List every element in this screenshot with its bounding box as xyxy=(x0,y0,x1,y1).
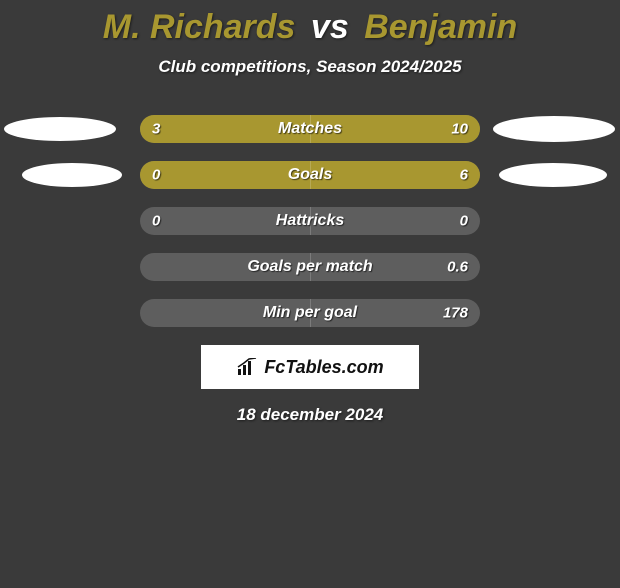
stat-bar: 178 Min per goal xyxy=(140,299,480,327)
stat-label: Goals per match xyxy=(247,258,372,276)
stat-row: 3 10 Matches xyxy=(0,115,620,143)
vs-text: vs xyxy=(311,8,349,46)
player1-marker xyxy=(4,117,116,141)
stats-container: 3 10 Matches 0 6 Goals 0 0 Hattricks 0.6 Goals per… xyxy=(0,115,620,327)
player2-name: Benjamin xyxy=(364,8,517,46)
subtitle: Club competitions, Season 2024/2025 xyxy=(0,57,620,77)
date-line: 18 december 2024 xyxy=(0,405,620,425)
player2-marker xyxy=(499,163,607,187)
value-right: 0.6 xyxy=(447,259,468,276)
value-right: 6 xyxy=(460,167,468,184)
stat-label: Min per goal xyxy=(263,304,357,322)
stat-bar: 0.6 Goals per match xyxy=(140,253,480,281)
stat-row: 0 6 Goals xyxy=(0,161,620,189)
bar-fill-left xyxy=(140,161,201,189)
stat-label: Goals xyxy=(288,166,332,184)
stat-row: 0 0 Hattricks xyxy=(0,207,620,235)
value-right: 10 xyxy=(451,121,468,138)
value-right: 178 xyxy=(443,305,468,322)
value-right: 0 xyxy=(460,213,468,230)
stat-row: 178 Min per goal xyxy=(0,299,620,327)
player1-name: M. Richards xyxy=(103,8,296,46)
brand-text: FcTables.com xyxy=(264,357,383,378)
brand-box[interactable]: FcTables.com xyxy=(201,345,419,389)
value-left: 0 xyxy=(152,167,160,184)
bar-fill-left xyxy=(140,115,208,143)
value-left: 3 xyxy=(152,121,160,138)
bar-fill-right xyxy=(201,161,480,189)
stat-label: Matches xyxy=(278,120,342,138)
stat-label: Hattricks xyxy=(276,212,344,230)
stat-row: 0.6 Goals per match xyxy=(0,253,620,281)
page-title: M. Richards vs Benjamin xyxy=(0,8,620,47)
value-left: 0 xyxy=(152,213,160,230)
stat-bar: 3 10 Matches xyxy=(140,115,480,143)
player2-marker xyxy=(493,116,615,142)
bar-fill-right xyxy=(208,115,480,143)
player1-marker xyxy=(22,163,122,187)
stat-bar: 0 0 Hattricks xyxy=(140,207,480,235)
stat-bar: 0 6 Goals xyxy=(140,161,480,189)
chart-icon xyxy=(236,358,258,376)
